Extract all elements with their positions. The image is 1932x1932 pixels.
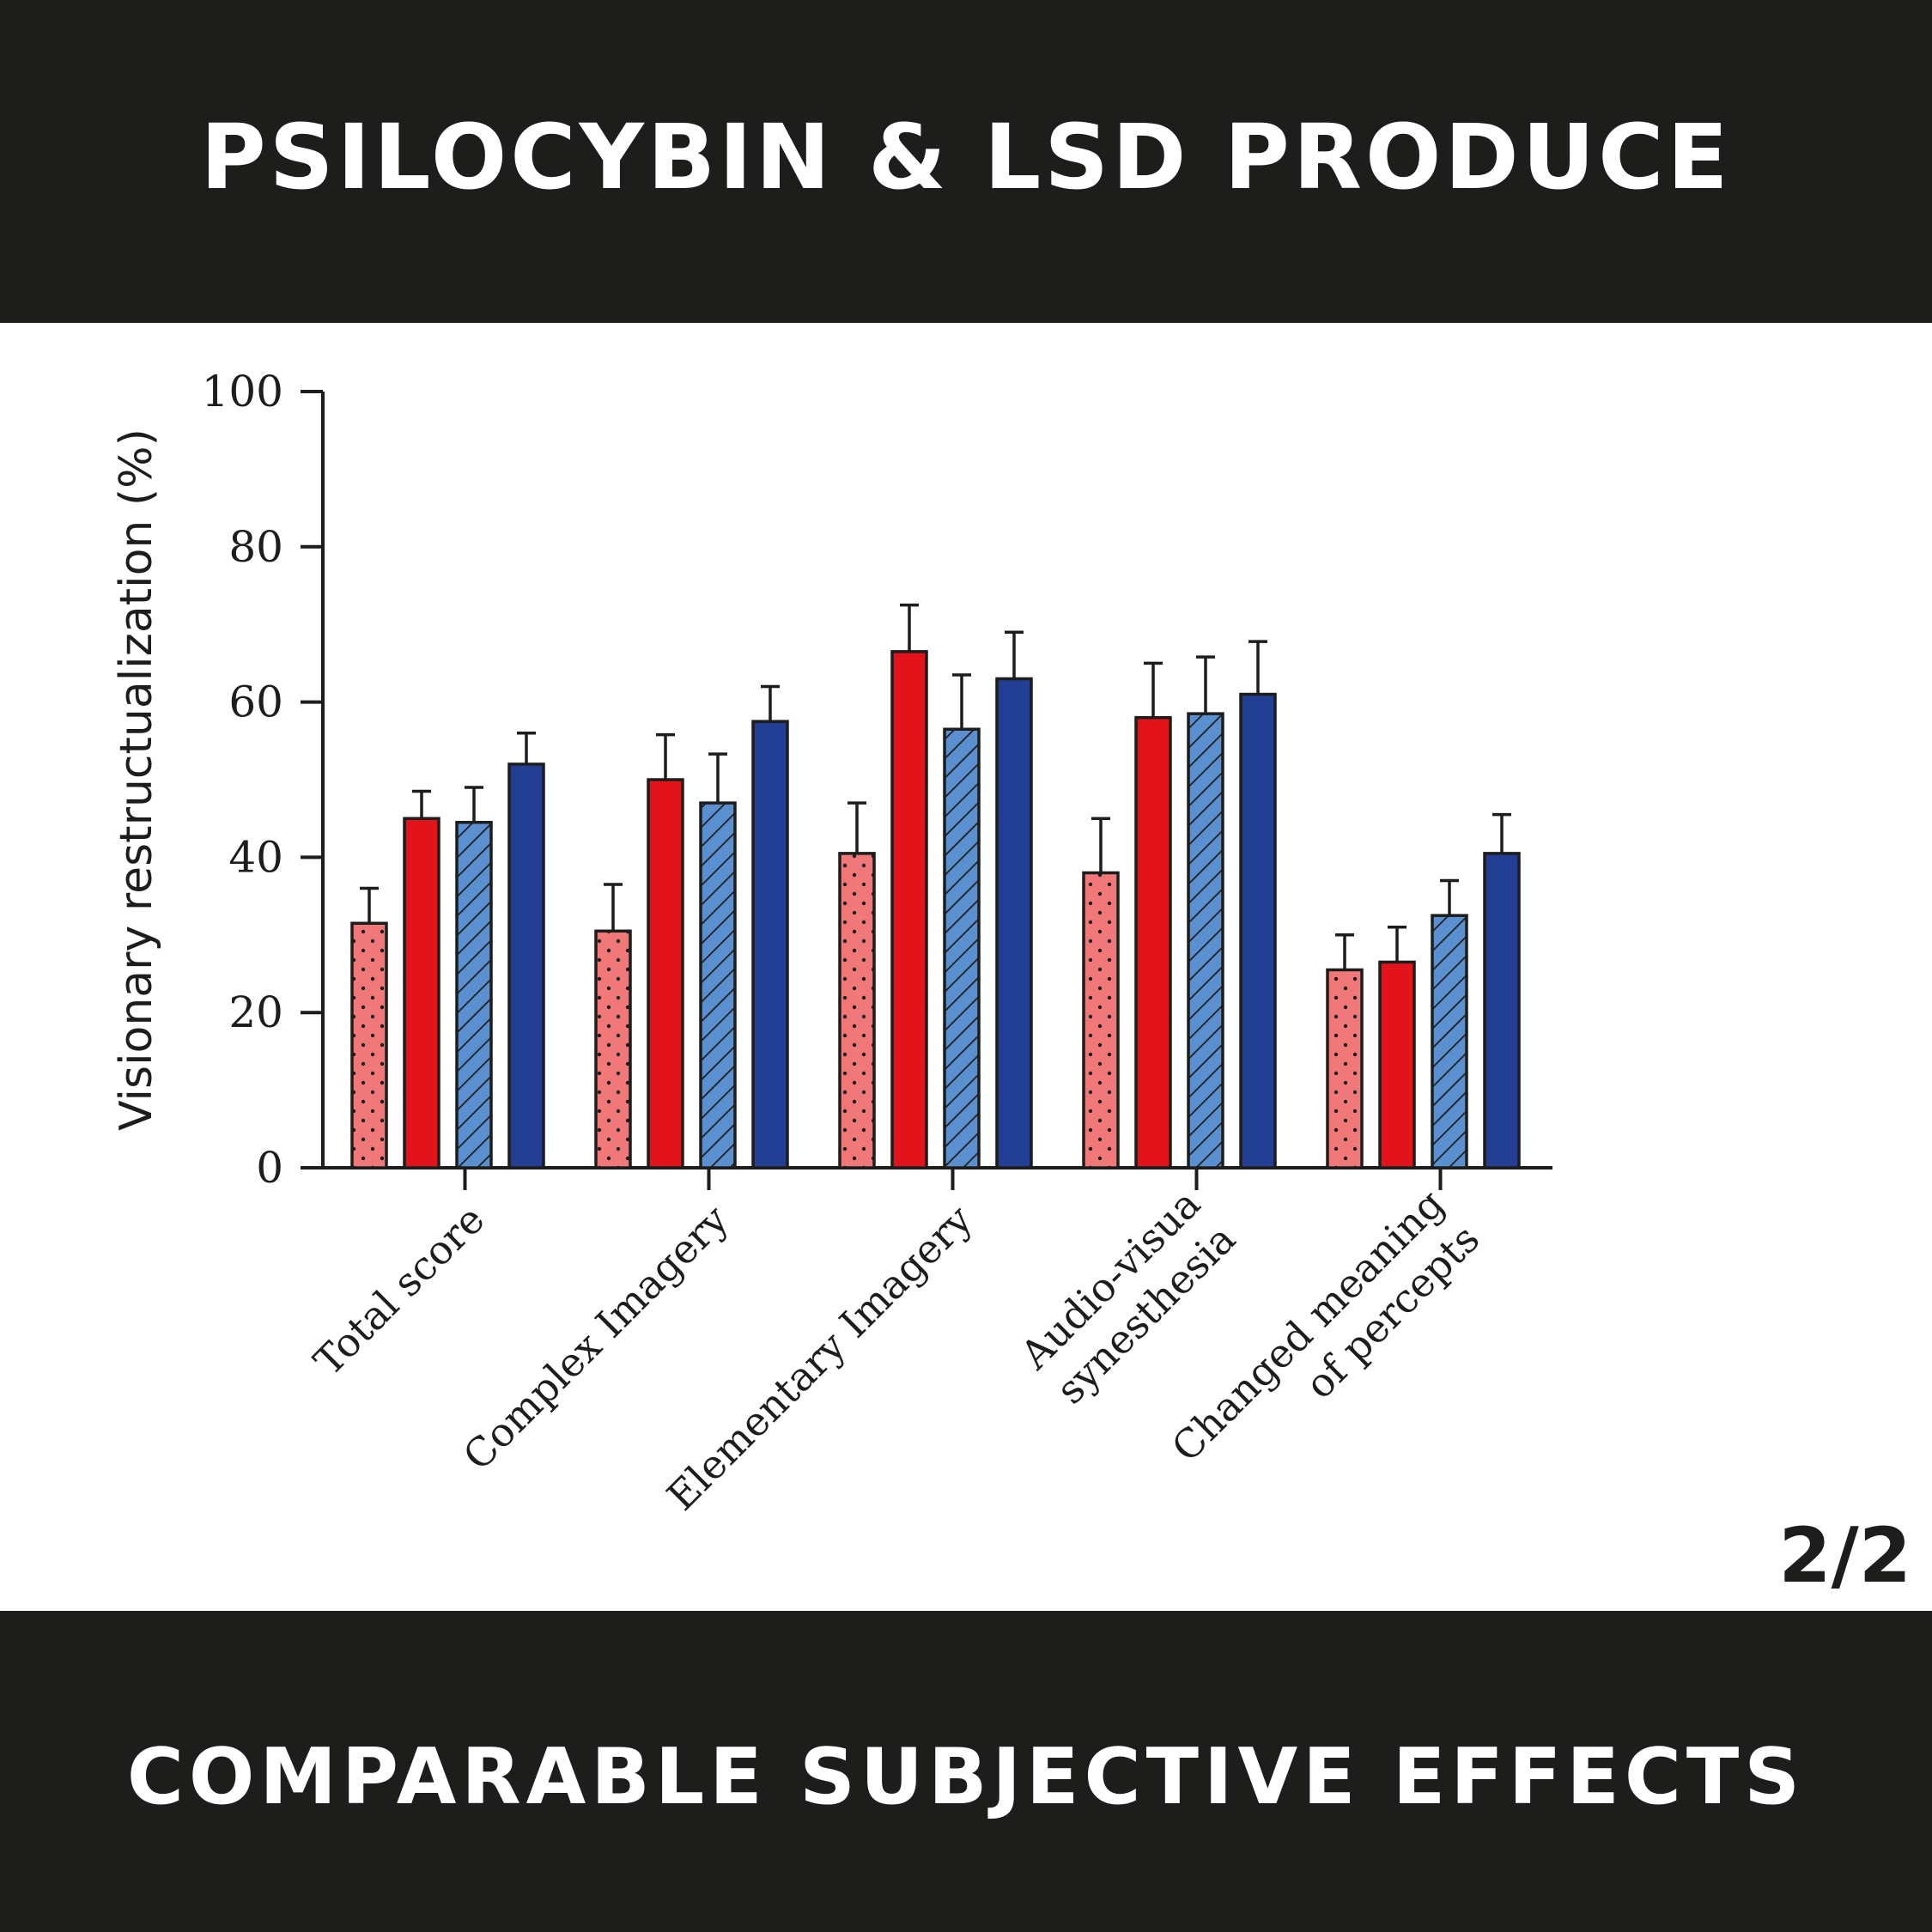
bar bbox=[699, 801, 737, 1170]
headline-top: PSILOCYBIN & LSD PRODUCE bbox=[200, 105, 1732, 210]
y-tick-label: 40 bbox=[228, 832, 283, 882]
bar bbox=[350, 921, 388, 1170]
bar bbox=[995, 677, 1033, 1170]
chart-panel: 0 20 40 60 80 100 Visionary restructualization… bbox=[0, 323, 1932, 1611]
bar bbox=[1326, 968, 1364, 1170]
y-tick-label: 0 bbox=[256, 1143, 283, 1193]
bar bbox=[751, 720, 789, 1170]
bar bbox=[838, 852, 876, 1170]
bar bbox=[1082, 871, 1120, 1170]
bar bbox=[594, 929, 632, 1170]
category-label: Audio-visuasynesthesia bbox=[1011, 1181, 1244, 1414]
headline-bottom: COMPARABLE SUBJECTIVE EFFECTS bbox=[126, 1732, 1806, 1822]
bar bbox=[1134, 715, 1172, 1170]
bar bbox=[1239, 692, 1277, 1170]
bar bbox=[1187, 712, 1224, 1170]
bar bbox=[403, 817, 440, 1170]
category-label: Complex Imagery bbox=[454, 1196, 738, 1479]
category-label-line: Complex Imagery bbox=[454, 1196, 738, 1479]
y-axis-label: Visionary restructualization (%) bbox=[111, 428, 162, 1131]
category-label-line: Total score bbox=[305, 1196, 493, 1384]
y-tick-label: 100 bbox=[202, 367, 283, 416]
header-band: PSILOCYBIN & LSD PRODUCE bbox=[0, 0, 1932, 323]
bar-chart: 0 20 40 60 80 100 Visionary restructualization… bbox=[111, 367, 1552, 1519]
category-label: Total score bbox=[305, 1196, 493, 1384]
bar bbox=[890, 650, 928, 1170]
bar bbox=[1431, 914, 1468, 1170]
bar bbox=[647, 778, 684, 1170]
footer-band: COMPARABLE SUBJECTIVE EFFECTS bbox=[0, 1611, 1932, 1932]
y-tick-label: 60 bbox=[228, 677, 283, 727]
bar bbox=[455, 820, 493, 1170]
bar bbox=[1378, 960, 1416, 1170]
page-indicator: 2/2 bbox=[1778, 1511, 1911, 1600]
bar bbox=[943, 727, 981, 1170]
y-tick-label: 20 bbox=[228, 987, 283, 1037]
bar bbox=[1483, 852, 1521, 1170]
bar bbox=[507, 762, 545, 1170]
y-tick-label: 80 bbox=[228, 522, 283, 572]
